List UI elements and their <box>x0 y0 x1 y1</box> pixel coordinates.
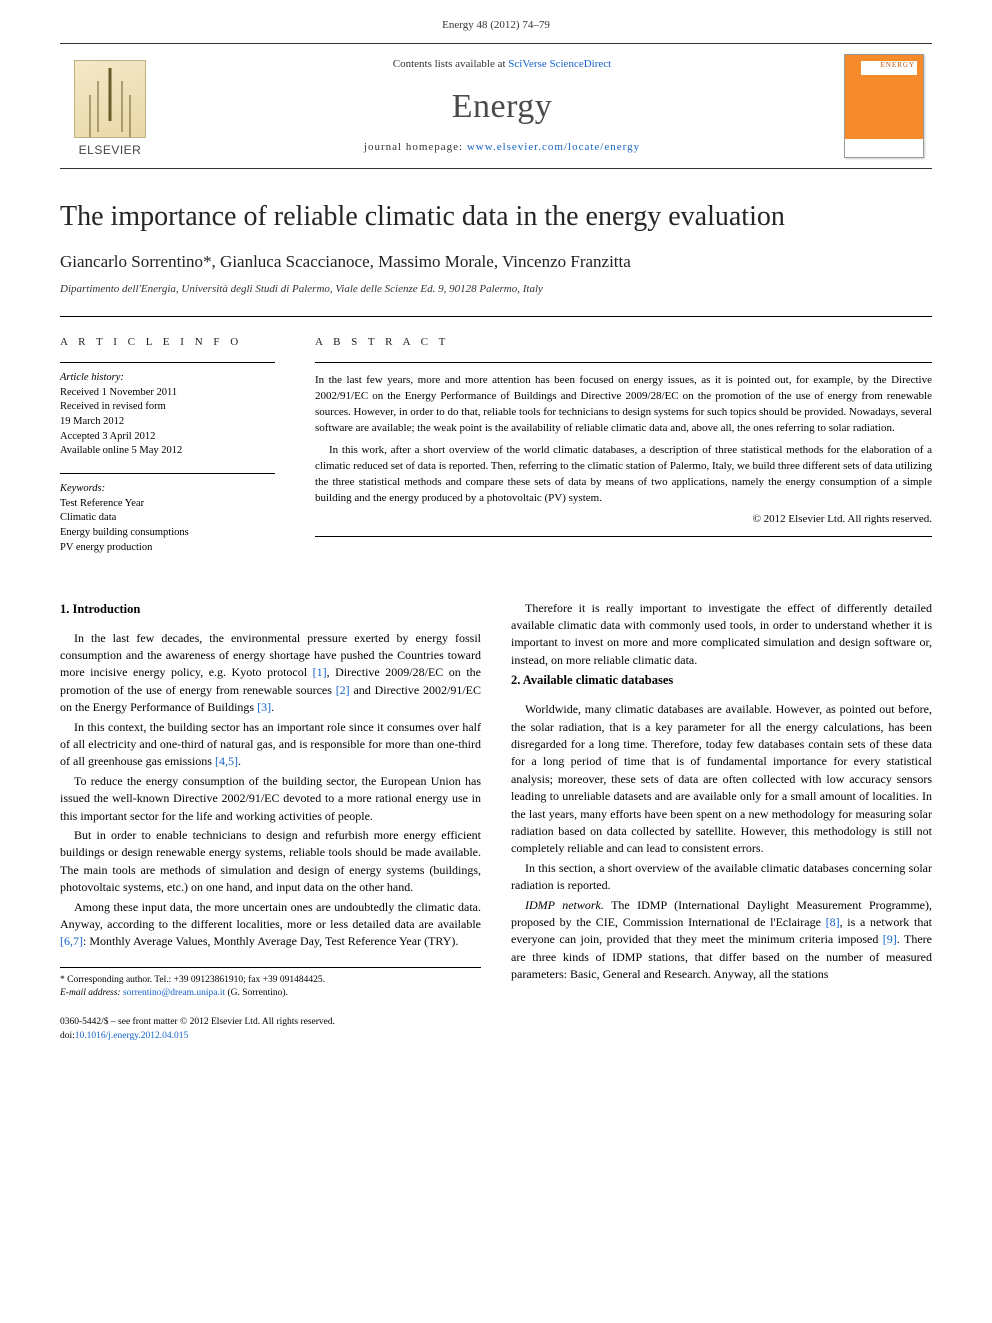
homepage-line: journal homepage: www.elsevier.com/locat… <box>160 140 844 155</box>
history-line: Available online 5 May 2012 <box>60 445 182 456</box>
history-label: Article history: <box>60 372 124 383</box>
doi-line: doi:10.1016/j.energy.2012.04.015 <box>60 1030 460 1043</box>
keyword: PV energy production <box>60 542 152 553</box>
article-info-heading: A R T I C L E I N F O <box>60 335 275 350</box>
history-line: Received 1 November 2011 <box>60 387 177 398</box>
contents-prefix: Contents lists available at <box>393 58 508 70</box>
section-heading-db: 2. Available climatic databases <box>511 671 932 689</box>
body-para: In this context, the building sector has… <box>60 719 481 771</box>
ref-link[interactable]: [2] <box>336 683 350 697</box>
running-head: Energy 48 (2012) 74–79 <box>0 0 992 43</box>
journal-cover-icon: ENERGY <box>844 54 924 158</box>
email-link[interactable]: sorrentino@dream.unipa.it <box>123 988 225 998</box>
metadata-row: A R T I C L E I N F O Article history: R… <box>60 316 932 570</box>
author-list: Giancarlo Sorrentino*, Gianluca Scaccian… <box>60 250 932 274</box>
footnotes: * Corresponding author. Tel.: +39 091238… <box>60 967 481 1001</box>
doi-label: doi: <box>60 1031 75 1041</box>
corr-author-note: * Corresponding author. Tel.: +39 091238… <box>60 974 481 987</box>
email-who: (G. Sorrentino). <box>225 988 288 998</box>
body-para: Among these input data, the more uncerta… <box>60 899 481 951</box>
keyword: Climatic data <box>60 512 116 523</box>
homepage-link[interactable]: www.elsevier.com/locate/energy <box>467 141 640 153</box>
history-line: Received in revised form <box>60 401 166 412</box>
keyword: Energy building consumptions <box>60 527 189 538</box>
masthead-center: Contents lists available at SciVerse Sci… <box>160 54 844 158</box>
section-heading-intro: 1. Introduction <box>60 600 481 618</box>
body-para: But in order to enable technicians to de… <box>60 827 481 897</box>
body-para: In the last few decades, the environment… <box>60 630 481 717</box>
ref-link[interactable]: [8] <box>826 915 840 929</box>
publisher-label: ELSEVIER <box>79 142 142 159</box>
history-line: Accepted 3 April 2012 <box>60 431 155 442</box>
article-title: The importance of reliable climatic data… <box>60 199 932 234</box>
body-para: To reduce the energy consumption of the … <box>60 773 481 825</box>
abstract-body: In the last few years, more and more att… <box>315 362 932 537</box>
article-info: A R T I C L E I N F O Article history: R… <box>60 335 275 570</box>
footer-matter: 0360-5442/$ – see front matter © 2012 El… <box>60 1016 460 1043</box>
run-in-heading: IDMP network. <box>525 898 604 912</box>
abstract-heading: A B S T R A C T <box>315 335 932 350</box>
body-para: Therefore it is really important to inve… <box>511 600 932 670</box>
ref-link[interactable]: [3] <box>257 700 271 714</box>
journal-name: Energy <box>160 83 844 131</box>
cover-title: ENERGY <box>881 61 915 71</box>
homepage-prefix: journal homepage: <box>364 141 467 153</box>
email-label: E-mail address: <box>60 988 123 998</box>
ref-link[interactable]: [6,7] <box>60 934 83 948</box>
abstract-copyright: © 2012 Elsevier Ltd. All rights reserved… <box>315 512 932 528</box>
ref-link[interactable]: [4,5] <box>215 754 238 768</box>
sciencedirect-link[interactable]: SciVerse ScienceDirect <box>508 58 611 70</box>
masthead: ELSEVIER Contents lists available at Sci… <box>60 43 932 169</box>
front-matter-line: 0360-5442/$ – see front matter © 2012 El… <box>60 1016 460 1029</box>
abstract: A B S T R A C T In the last few years, m… <box>315 335 932 570</box>
ref-link[interactable]: [1] <box>313 665 327 679</box>
email-line: E-mail address: sorrentino@dream.unipa.i… <box>60 987 481 1000</box>
body-para: IDMP network. The IDMP (International Da… <box>511 897 932 984</box>
keywords-label: Keywords: <box>60 483 105 494</box>
abstract-p2: In this work, after a short overview of … <box>315 443 932 507</box>
elsevier-logo-icon <box>74 60 146 138</box>
publisher-block: ELSEVIER <box>60 54 160 158</box>
keyword: Test Reference Year <box>60 498 144 509</box>
body-columns: 1. Introduction In the last few decades,… <box>60 600 932 1001</box>
keywords-block: Keywords: Test Reference Year Climatic d… <box>60 473 275 555</box>
contents-line: Contents lists available at SciVerse Sci… <box>160 57 844 72</box>
body-para: Worldwide, many climatic databases are a… <box>511 701 932 858</box>
abstract-p1: In the last few years, more and more att… <box>315 373 932 437</box>
ref-link[interactable]: [9] <box>883 932 897 946</box>
affiliation: Dipartimento dell'Energia, Università de… <box>60 282 932 297</box>
cover-thumb-wrap: ENERGY <box>844 54 932 158</box>
body-para: In this section, a short overview of the… <box>511 860 932 895</box>
doi-link[interactable]: 10.1016/j.energy.2012.04.015 <box>75 1031 188 1041</box>
article-history: Article history: Received 1 November 201… <box>60 362 275 459</box>
history-line: 19 March 2012 <box>60 416 124 427</box>
